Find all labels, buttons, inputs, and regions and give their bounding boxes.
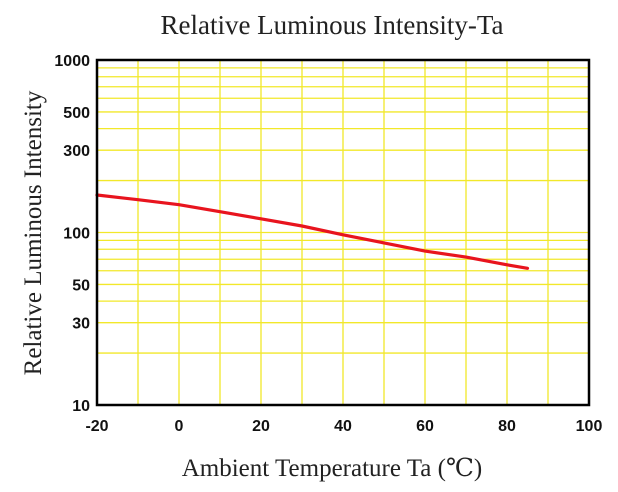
x-tick-label-2: 20: [252, 418, 270, 435]
chart-title: Relative Luminous Intensity-Ta: [160, 10, 503, 40]
x-tick-label-4: 60: [416, 418, 434, 435]
y-tick-label-3: 100: [63, 226, 90, 243]
y-tick-label-2: 50: [72, 277, 90, 294]
series-layer: [95, 193, 530, 270]
y-tick-label-5: 500: [63, 105, 90, 122]
series-line-0: [95, 193, 530, 270]
x-axis: -20 0 20 40 60 80 100: [85, 418, 602, 435]
x-tick-label-3: 40: [334, 418, 352, 435]
y-axis: 10 30 50 100 300 500 1000: [54, 53, 90, 415]
y-tick-label-1: 30: [72, 316, 90, 333]
y-axis-label: Relative Luminous Intensity: [20, 90, 47, 375]
x-tick-label-5: 80: [498, 418, 516, 435]
y-tick-label-6: 1000: [54, 53, 90, 70]
y-tick-label-0: 10: [72, 398, 90, 415]
x-axis-label: Ambient Temperature Ta (℃): [182, 455, 483, 482]
y-tick-label-4: 300: [63, 143, 90, 160]
plot-frame: [95, 58, 591, 407]
x-tick-label-1: 0: [175, 418, 184, 435]
x-tick-label-6: 100: [576, 418, 603, 435]
x-tick-label-0: -20: [85, 418, 108, 435]
grid: [96, 59, 590, 406]
